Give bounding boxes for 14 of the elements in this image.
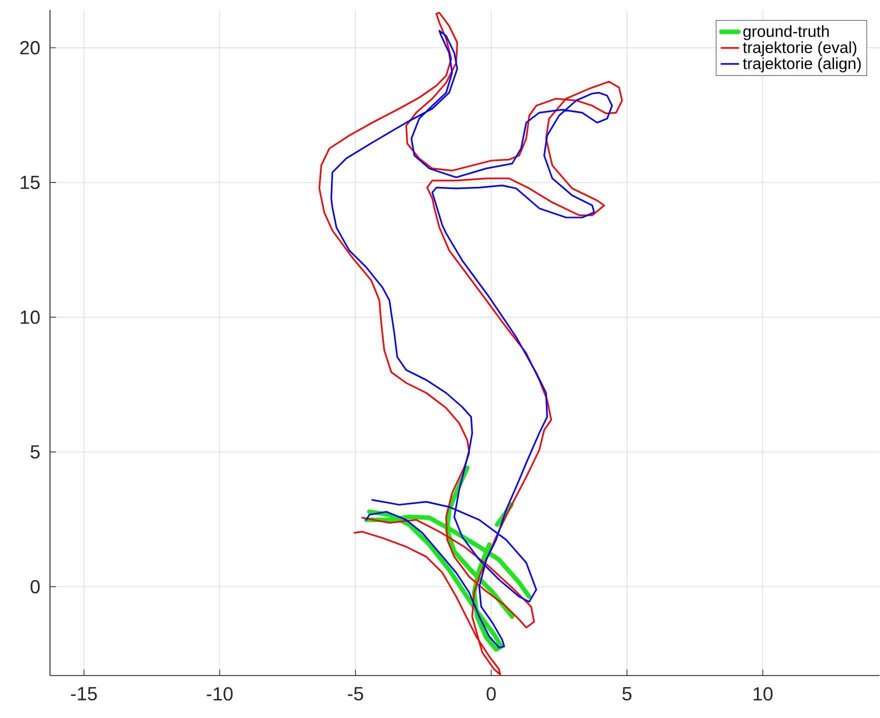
x-tick-label: 5 (622, 687, 632, 701)
legend-label: trajektorie (align) (742, 58, 861, 73)
x-tick-label: 10 (754, 687, 773, 701)
y-tick-label: 15 (20, 176, 40, 190)
y-tick-label: 20 (20, 41, 40, 55)
y-tick-label: 10 (20, 310, 40, 324)
x-tick-label: -5 (348, 687, 364, 701)
legend-label: trajektorie (eval) (742, 42, 856, 56)
y-tick-label: 5 (30, 446, 40, 459)
x-tick-label: -15 (71, 687, 97, 701)
legend-label: ground-truth (743, 25, 829, 40)
x-tick-label: 0 (486, 687, 496, 701)
x-tick-label: -10 (206, 687, 233, 701)
y-tick-label: 0 (30, 580, 40, 594)
